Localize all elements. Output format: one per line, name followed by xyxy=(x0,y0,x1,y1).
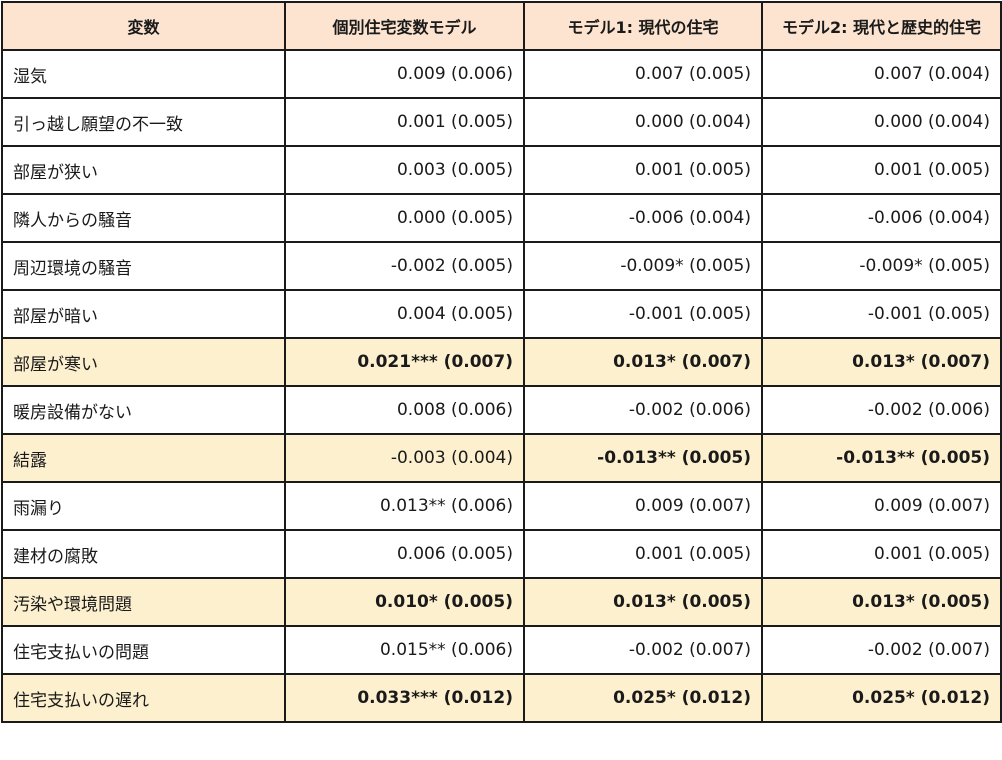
cell-model-0: -0.003 (0.004) xyxy=(284,433,525,483)
header-row: 変数 個別住宅変数モデル モデル1: 現代の住宅 モデル2: 現代と歴史的住宅 xyxy=(1,1,1002,51)
cell-model-1: 0.001 (0.005) xyxy=(523,529,763,579)
cell-model-1: -0.013** (0.005) xyxy=(523,433,763,483)
cell-model-1: 0.007 (0.005) xyxy=(523,49,763,99)
cell-model-2: 0.013* (0.005) xyxy=(761,577,1002,627)
row-label: 住宅支払いの問題 xyxy=(1,625,286,675)
cell-model-2: -0.001 (0.005) xyxy=(761,289,1002,339)
cell-model-0: 0.003 (0.005) xyxy=(284,145,525,195)
table-row: 住宅支払いの問題 0.015** (0.006) -0.002 (0.007) -0.… xyxy=(1,625,1002,675)
row-label: 雨漏り xyxy=(1,481,286,531)
row-label: 結露 xyxy=(1,433,286,483)
table-row: 暖房設備がない 0.008 (0.006) -0.002 (0.006) -0.002… xyxy=(1,385,1002,435)
cell-model-2: 0.007 (0.004) xyxy=(761,49,1002,99)
table-row: 周辺環境の騒音 -0.002 (0.005) -0.009* (0.005) -0.0… xyxy=(1,241,1002,291)
table-body: 湿気 0.009 (0.006) 0.007 (0.005) 0.007 (0.004… xyxy=(1,49,1002,723)
cell-model-2: 0.025* (0.012) xyxy=(761,673,1002,723)
row-label: 汚染や環境問題 xyxy=(1,577,286,627)
cell-model-0: 0.000 (0.005) xyxy=(284,193,525,243)
row-label: 引っ越し願望の不一致 xyxy=(1,97,286,147)
table-row: 汚染や環境問題 0.010* (0.005) 0.013* (0.005) 0.013… xyxy=(1,577,1002,627)
row-label: 暖房設備がない xyxy=(1,385,286,435)
cell-model-0: 0.009 (0.006) xyxy=(284,49,525,99)
cell-model-2: 0.013* (0.007) xyxy=(761,337,1002,387)
cell-model-1: -0.001 (0.005) xyxy=(523,289,763,339)
cell-model-1: 0.009 (0.007) xyxy=(523,481,763,531)
header-individual-model: 個別住宅変数モデル xyxy=(284,1,525,51)
row-label: 建材の腐敗 xyxy=(1,529,286,579)
row-label: 湿気 xyxy=(1,49,286,99)
cell-model-0: 0.008 (0.006) xyxy=(284,385,525,435)
cell-model-0: 0.006 (0.005) xyxy=(284,529,525,579)
cell-model-0: -0.002 (0.005) xyxy=(284,241,525,291)
row-label: 部屋が狭い xyxy=(1,145,286,195)
cell-model-2: -0.009* (0.005) xyxy=(761,241,1002,291)
cell-model-1: -0.006 (0.004) xyxy=(523,193,763,243)
cell-model-0: 0.010* (0.005) xyxy=(284,577,525,627)
table-row: 結露 -0.003 (0.004) -0.013** (0.005) -0.013**… xyxy=(1,433,1002,483)
table-row: 引っ越し願望の不一致 0.001 (0.005) 0.000 (0.004) 0.00… xyxy=(1,97,1002,147)
cell-model-2: 0.001 (0.005) xyxy=(761,145,1002,195)
row-label: 住宅支払いの遅れ xyxy=(1,673,286,723)
cell-model-1: 0.001 (0.005) xyxy=(523,145,763,195)
cell-model-2: -0.002 (0.006) xyxy=(761,385,1002,435)
cell-model-1: -0.009* (0.005) xyxy=(523,241,763,291)
table-row: 建材の腐敗 0.006 (0.005) 0.001 (0.005) 0.001 (0.… xyxy=(1,529,1002,579)
table-row: 住宅支払いの遅れ 0.033*** (0.012) 0.025* (0.012) 0.… xyxy=(1,673,1002,723)
cell-model-1: 0.025* (0.012) xyxy=(523,673,763,723)
cell-model-2: 0.001 (0.005) xyxy=(761,529,1002,579)
row-label: 部屋が寒い xyxy=(1,337,286,387)
header-model-2: モデル2: 現代と歴史的住宅 xyxy=(761,1,1002,51)
table-row: 湿気 0.009 (0.006) 0.007 (0.005) 0.007 (0.004… xyxy=(1,49,1002,99)
cell-model-2: -0.002 (0.007) xyxy=(761,625,1002,675)
table-row: 部屋が暗い 0.004 (0.005) -0.001 (0.005) -0.001 (… xyxy=(1,289,1002,339)
cell-model-1: -0.002 (0.006) xyxy=(523,385,763,435)
cell-model-1: 0.000 (0.004) xyxy=(523,97,763,147)
table-row: 雨漏り 0.013** (0.006) 0.009 (0.007) 0.009 (0.… xyxy=(1,481,1002,531)
cell-model-0: 0.013** (0.006) xyxy=(284,481,525,531)
header-model-1: モデル1: 現代の住宅 xyxy=(523,1,763,51)
cell-model-2: -0.013** (0.005) xyxy=(761,433,1002,483)
cell-model-2: -0.006 (0.004) xyxy=(761,193,1002,243)
row-label: 周辺環境の騒音 xyxy=(1,241,286,291)
row-label: 部屋が暗い xyxy=(1,289,286,339)
cell-model-0: 0.004 (0.005) xyxy=(284,289,525,339)
table-row: 隣人からの騒音 0.000 (0.005) -0.006 (0.004) -0.006… xyxy=(1,193,1002,243)
row-label: 隣人からの騒音 xyxy=(1,193,286,243)
cell-model-2: 0.009 (0.007) xyxy=(761,481,1002,531)
cell-model-1: -0.002 (0.007) xyxy=(523,625,763,675)
cell-model-0: 0.021*** (0.007) xyxy=(284,337,525,387)
cell-model-2: 0.000 (0.004) xyxy=(761,97,1002,147)
header-variable: 変数 xyxy=(1,1,286,51)
cell-model-1: 0.013* (0.005) xyxy=(523,577,763,627)
cell-model-1: 0.013* (0.007) xyxy=(523,337,763,387)
cell-model-0: 0.015** (0.006) xyxy=(284,625,525,675)
results-table: 変数 個別住宅変数モデル モデル1: 現代の住宅 モデル2: 現代と歴史的住宅 … xyxy=(1,1,1002,723)
table-row: 部屋が狭い 0.003 (0.005) 0.001 (0.005) 0.001 (0.… xyxy=(1,145,1002,195)
cell-model-0: 0.001 (0.005) xyxy=(284,97,525,147)
cell-model-0: 0.033*** (0.012) xyxy=(284,673,525,723)
table-row: 部屋が寒い 0.021*** (0.007) 0.013* (0.007) 0.013… xyxy=(1,337,1002,387)
